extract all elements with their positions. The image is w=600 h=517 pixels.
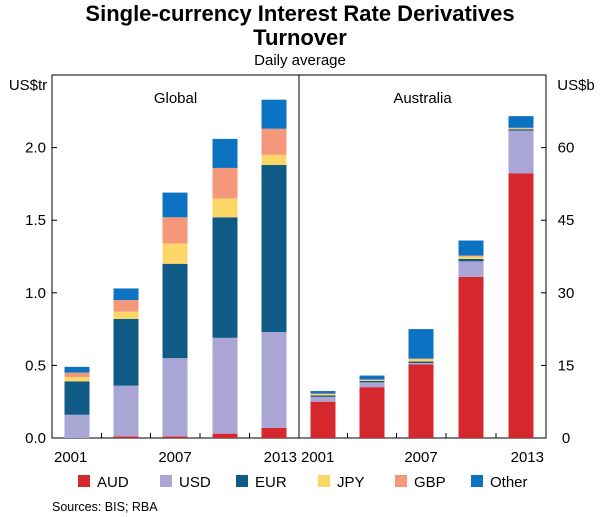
- y-tick-label-left: 1.0: [25, 285, 46, 302]
- bar-global-2010-aud: [212, 433, 238, 438]
- y-tick-label-right: 30: [558, 285, 575, 302]
- legend-label-eur: EUR: [255, 474, 287, 491]
- y-tick-label-left: 0.0: [25, 430, 46, 447]
- bar-australia-2010-gbp: [458, 255, 484, 257]
- bar-global-2001-jpy: [64, 377, 90, 382]
- bar-australia-2013-gbp: [508, 127, 534, 129]
- bar-australia-2010-usd: [458, 261, 484, 277]
- bar-australia-2004-jpy: [359, 379, 385, 381]
- bar-australia-2010-aud: [458, 276, 484, 438]
- bar-global-2010-gbp: [212, 167, 238, 199]
- legend-swatch-other: [471, 475, 483, 487]
- bar-global-2010-other: [212, 138, 238, 168]
- y-tick-label-left: 1.5: [25, 212, 46, 229]
- y-axis-unit-left: US$tr: [9, 77, 47, 94]
- bar-global-2004-aud: [113, 436, 139, 438]
- y-tick-label-right: 60: [558, 140, 575, 157]
- chart-subtitle: Daily average: [254, 52, 346, 69]
- bar-global-2001-usd: [64, 414, 90, 438]
- bar-global-2010-usd: [212, 337, 238, 434]
- bar-australia-2010-eur: [458, 258, 484, 262]
- x-tick-label: 2001: [301, 449, 334, 466]
- panel-label-australia: Australia: [393, 90, 452, 107]
- y-tick-label-right: 15: [558, 357, 575, 374]
- panel-label-global: Global: [154, 90, 197, 107]
- bar-australia-2004-eur: [359, 380, 385, 383]
- x-tick-label: 2007: [158, 449, 191, 466]
- y-tick-label-right: 0: [562, 430, 570, 447]
- bar-global-2001-gbp: [64, 372, 90, 378]
- bar-australia-2001-eur: [310, 395, 336, 397]
- bar-australia-2013-eur: [508, 129, 534, 131]
- legend-label-jpy: JPY: [337, 474, 365, 491]
- bar-global-2004-usd: [113, 385, 139, 437]
- legend-swatch-jpy: [318, 475, 330, 487]
- bar-global-2004-eur: [113, 318, 139, 386]
- bar-australia-2004-aud: [359, 387, 385, 438]
- bar-australia-2001-aud: [310, 401, 336, 438]
- bar-australia-2013-aud: [508, 173, 534, 438]
- x-tick-label: 2013: [264, 449, 297, 466]
- x-tick-label: 2007: [404, 449, 437, 466]
- x-tick-label: 2001: [54, 449, 87, 466]
- bar-australia-2004-gbp: [359, 379, 385, 381]
- bar-global-2010-jpy: [212, 198, 238, 218]
- bar-global-2013-usd: [261, 332, 287, 428]
- y-tick-label-left: 2.0: [25, 140, 46, 157]
- bar-australia-2004-other: [359, 375, 385, 380]
- bar-global-2010-eur: [212, 217, 238, 338]
- bar-australia-2007-eur: [408, 361, 434, 363]
- bar-global-2004-gbp: [113, 300, 139, 312]
- bar-australia-2010-jpy: [458, 256, 484, 259]
- bar-australia-2007-usd: [408, 362, 434, 365]
- bar-global-2013-aud: [261, 427, 287, 438]
- bar-australia-2007-jpy: [408, 359, 434, 362]
- bar-global-2013-eur: [261, 165, 287, 333]
- chart-title-line-1: Single-currency Interest Rate Derivative…: [85, 1, 514, 26]
- bar-australia-2007-other: [408, 329, 434, 359]
- bar-australia-2001-gbp: [310, 393, 336, 395]
- bar-australia-2001-usd: [310, 396, 336, 402]
- bar-australia-2007-gbp: [408, 358, 434, 360]
- bar-global-2013-gbp: [261, 128, 287, 155]
- chart-title-line-2: Turnover: [253, 25, 347, 50]
- bar-global-2007-other: [162, 192, 188, 218]
- bar-australia-2004-usd: [359, 382, 385, 388]
- bar-australia-2013-other: [508, 116, 534, 128]
- legend-swatch-eur: [236, 475, 248, 487]
- y-axis-unit-right: US$b: [557, 77, 595, 94]
- legend-swatch-usd: [160, 475, 172, 487]
- bar-global-2013-other: [261, 99, 287, 129]
- legend-swatch-aud: [78, 475, 90, 487]
- chart-source: Sources: BIS; RBA: [52, 500, 158, 514]
- bar-australia-2007-aud: [408, 364, 434, 438]
- legend-label-aud: AUD: [97, 474, 129, 491]
- bar-global-2007-gbp: [162, 217, 188, 244]
- bar-global-2007-aud: [162, 436, 188, 438]
- bar-global-2007-eur: [162, 263, 188, 359]
- bar-global-2007-usd: [162, 358, 188, 437]
- bar-global-2004-jpy: [113, 311, 139, 319]
- legend-label-other: Other: [490, 474, 528, 491]
- bar-global-2004-other: [113, 288, 139, 301]
- bar-australia-2013-jpy: [508, 128, 534, 130]
- bar-australia-2001-other: [310, 391, 336, 394]
- bar-australia-2001-jpy: [310, 393, 336, 396]
- legend-swatch-gbp: [395, 475, 407, 487]
- y-tick-label-right: 45: [558, 212, 575, 229]
- bar-australia-2010-other: [458, 240, 484, 256]
- bar-global-2001-other: [64, 366, 90, 373]
- x-tick-label: 2013: [511, 449, 544, 466]
- legend-label-gbp: GBP: [414, 474, 446, 491]
- legend-label-usd: USD: [179, 474, 211, 491]
- bar-australia-2013-usd: [508, 130, 534, 174]
- bar-global-2001-eur: [64, 381, 90, 415]
- bar-global-2007-jpy: [162, 243, 188, 264]
- y-tick-label-left: 0.5: [25, 357, 46, 374]
- bar-global-2013-jpy: [261, 154, 287, 166]
